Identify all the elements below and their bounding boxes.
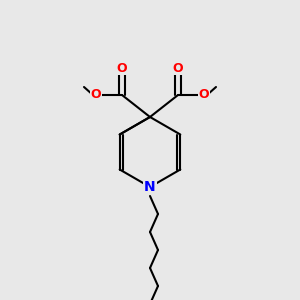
Text: O: O xyxy=(91,88,101,101)
Text: N: N xyxy=(144,180,156,194)
Text: O: O xyxy=(117,61,127,74)
Text: O: O xyxy=(199,88,209,101)
Text: O: O xyxy=(173,61,183,74)
